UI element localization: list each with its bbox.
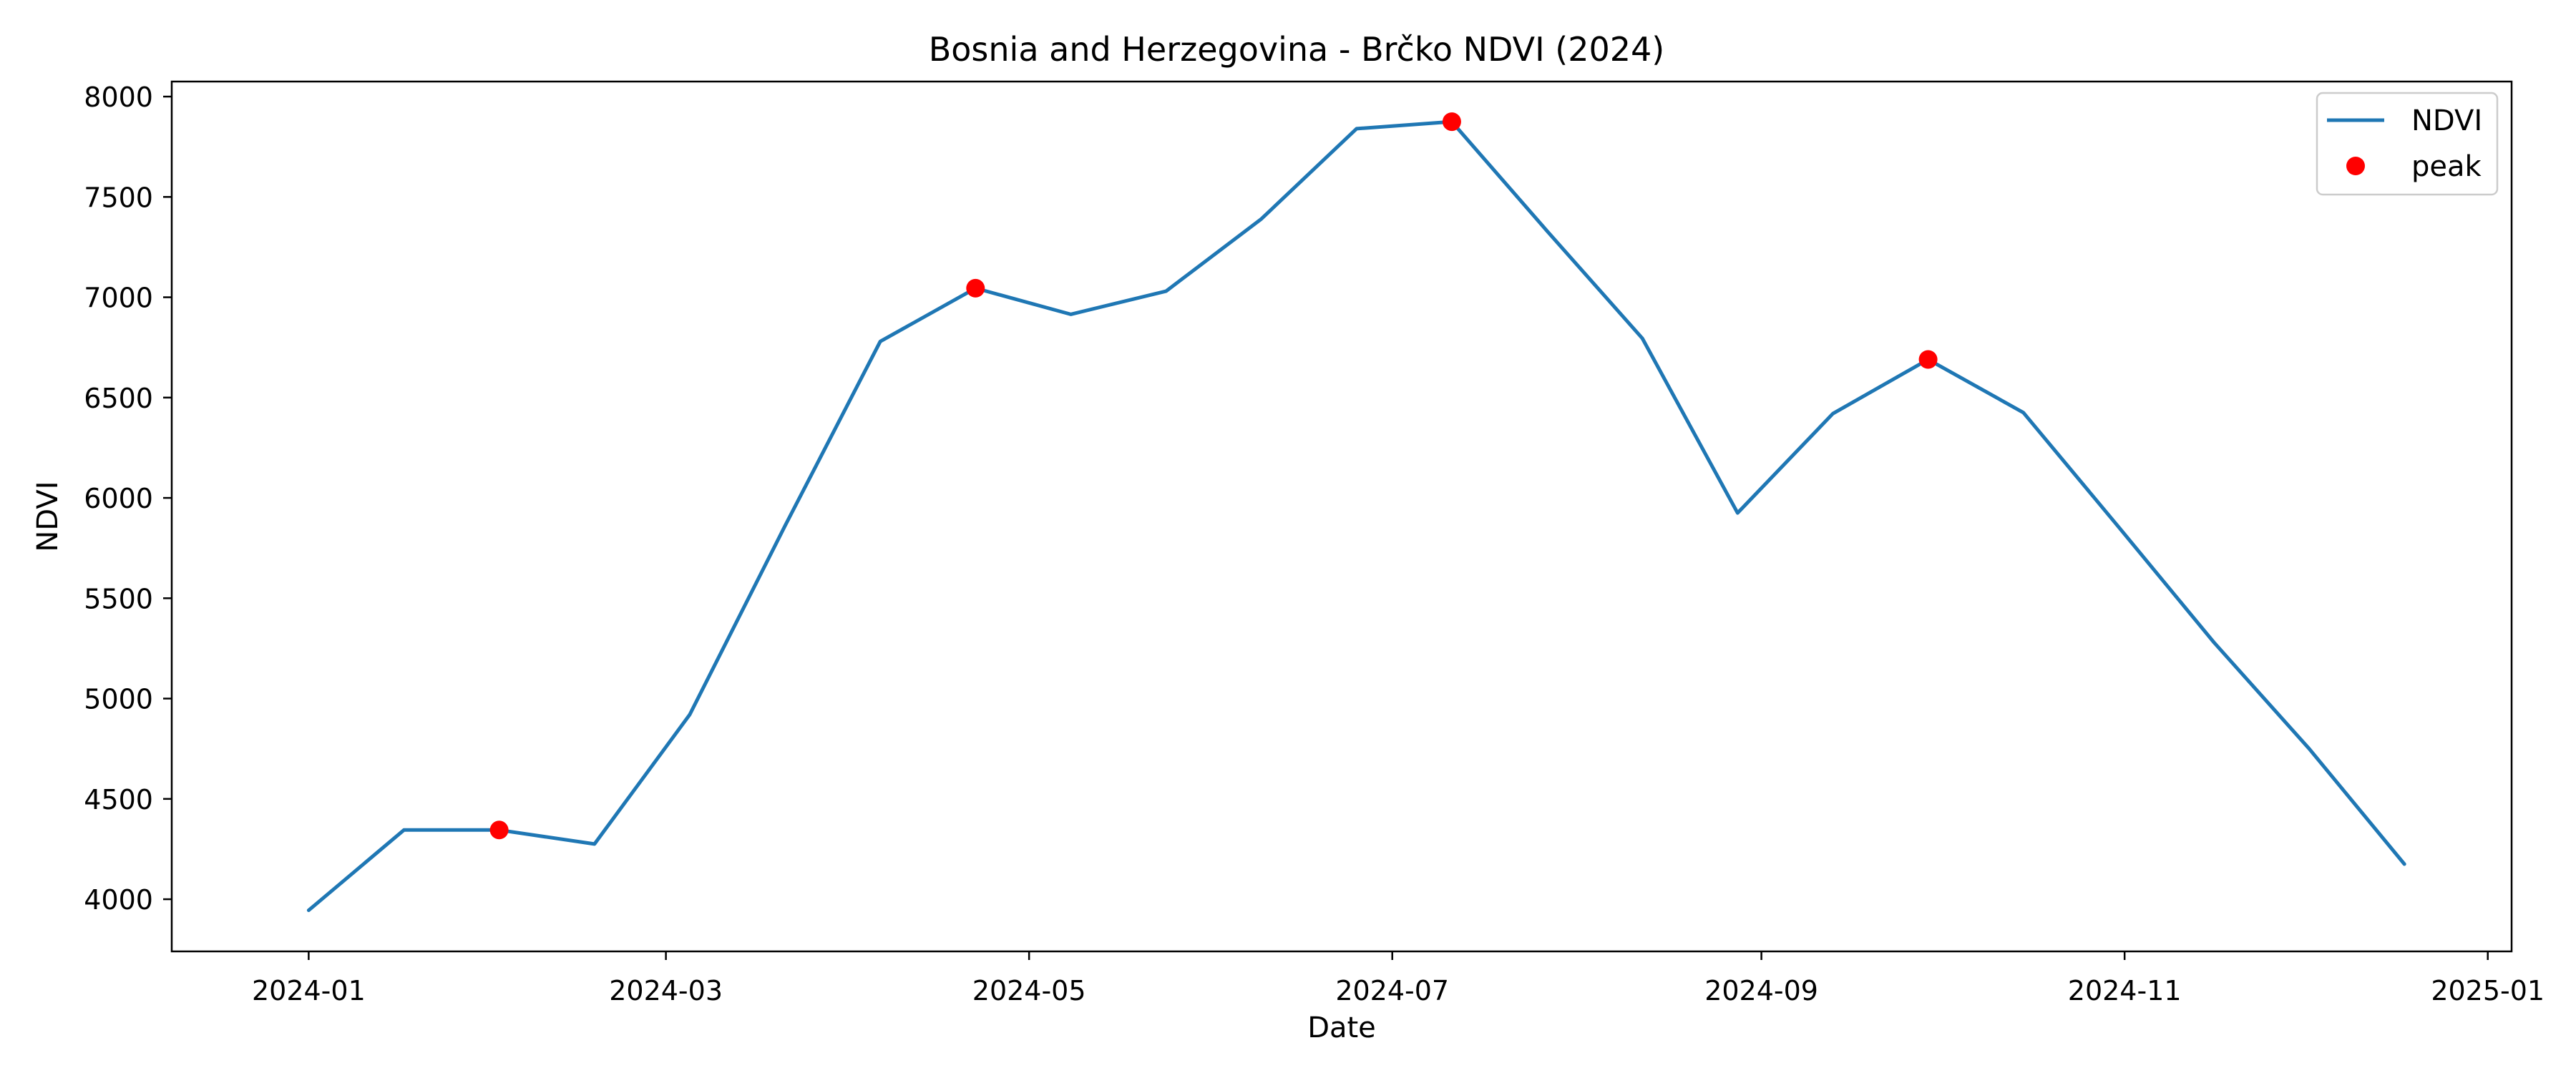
legend: NDVI peak — [2316, 92, 2499, 196]
peak-marker — [489, 820, 509, 840]
x-tick-label: 2024-01 — [252, 975, 366, 1006]
x-tick-label: 2024-11 — [2068, 975, 2182, 1006]
y-tick-label: 6000 — [84, 483, 153, 514]
y-tick-label: 4500 — [84, 784, 153, 815]
x-tick-label: 2025-01 — [2431, 975, 2545, 1006]
y-axis-label: NDVI — [31, 481, 64, 552]
x-tick-label: 2024-05 — [972, 975, 1086, 1006]
y-tick-label: 8000 — [84, 82, 153, 113]
x-tick-label: 2024-09 — [1704, 975, 1818, 1006]
legend-peak-swatch — [2346, 157, 2365, 175]
x-axis-label: Date — [1307, 1011, 1376, 1044]
legend-label-peak: peak — [2411, 150, 2482, 183]
y-tick-label: 5000 — [84, 684, 153, 715]
plot-frame — [170, 80, 2513, 953]
chart-title: Bosnia and Herzegovina - Brčko NDVI (202… — [929, 30, 1665, 69]
legend-label-ndvi: NDVI — [2411, 104, 2482, 137]
y-axis: 4000 4500 5000 5500 6000 6500 7000 7500 8000 — [84, 82, 172, 916]
peak-marker — [1918, 350, 1938, 369]
y-tick-label: 7000 — [84, 283, 153, 314]
x-axis: 2024-01 2024-03 2024-05 2024-07 2024-09 2024-… — [252, 951, 2545, 1006]
y-tick-label: 4000 — [84, 884, 153, 916]
y-tick-label: 7500 — [84, 182, 153, 213]
x-tick-label: 2024-03 — [609, 975, 723, 1006]
plot-area — [306, 112, 2406, 912]
ndvi-series-line — [306, 119, 2406, 912]
x-tick-label: 2024-07 — [1335, 975, 1449, 1006]
peak-marker — [1442, 112, 1461, 132]
peak-marker — [966, 278, 985, 298]
y-tick-label: 5500 — [84, 583, 153, 614]
y-tick-label: 6500 — [84, 383, 153, 414]
